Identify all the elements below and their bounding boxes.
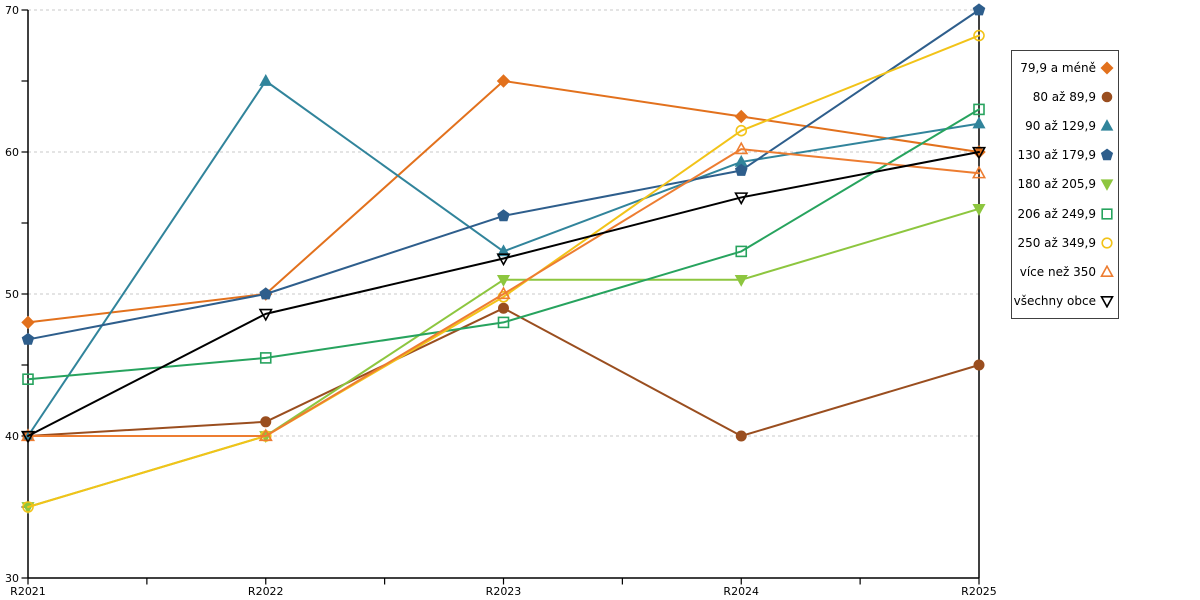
marker-pentagon-icon bbox=[1100, 148, 1114, 161]
marker-triangle-down-open-icon bbox=[20, 430, 36, 444]
x-axis-label: R2024 bbox=[723, 585, 759, 598]
marker-diamond-icon bbox=[734, 109, 748, 124]
marker-diamond-icon bbox=[496, 74, 511, 88]
marker-triangle-up-open-icon bbox=[1100, 265, 1114, 278]
series-line-7 bbox=[27, 148, 980, 437]
marker-pentagon-icon bbox=[21, 332, 35, 345]
marker-pentagon-icon bbox=[497, 209, 510, 222]
marker-diamond-icon bbox=[21, 315, 35, 330]
x-axis-label: R2021 bbox=[10, 585, 46, 598]
legend-marker-icon bbox=[1100, 119, 1114, 131]
legend-marker-icon bbox=[1100, 296, 1114, 309]
legend-marker-icon bbox=[1100, 148, 1114, 161]
legend-label: 90 až 129,9 bbox=[1025, 119, 1096, 134]
legend-label: 250 až 349,9 bbox=[1017, 235, 1096, 250]
marker-circle-icon bbox=[1101, 91, 1113, 103]
series-line-6 bbox=[27, 34, 980, 508]
marker-triangle-down-open-icon bbox=[971, 146, 987, 160]
marker-triangle-up-open-icon bbox=[971, 165, 987, 179]
marker-triangle-up-open-icon bbox=[734, 141, 749, 155]
y-axis-label: 70 bbox=[5, 4, 19, 17]
marker-square-open-icon bbox=[1101, 208, 1113, 220]
legend-item-5: 206 až 249,9 bbox=[1012, 199, 1118, 228]
marker-triangle-up-open-icon bbox=[496, 286, 511, 300]
legend-item-2: 90 až 129,9 bbox=[1012, 111, 1118, 140]
marker-square-open-icon bbox=[497, 316, 510, 329]
legend-item-1: 80 až 89,9 bbox=[1012, 82, 1118, 111]
marker-circle-open-icon bbox=[735, 124, 748, 137]
legend-label: více než 350 bbox=[1019, 265, 1096, 280]
marker-pentagon-icon bbox=[734, 163, 748, 176]
legend-label: 79,9 a méně bbox=[1020, 60, 1096, 75]
marker-triangle-down-open-icon bbox=[1100, 296, 1114, 309]
chart-legend: 79,9 a méně 80 až 89,9 90 až 129,9 130 až 1… bbox=[1011, 50, 1119, 319]
marker-circle-open-icon bbox=[1101, 237, 1113, 249]
marker-square-open-icon bbox=[259, 352, 272, 364]
y-axis-label: 50 bbox=[5, 288, 19, 301]
marker-pentagon-icon bbox=[259, 287, 273, 300]
marker-triangle-up-icon bbox=[1100, 119, 1114, 131]
marker-circle-icon bbox=[498, 302, 509, 314]
y-axis-label: 40 bbox=[5, 430, 19, 443]
marker-circle-icon bbox=[973, 359, 985, 371]
legend-label: 180 až 205,9 bbox=[1017, 177, 1096, 192]
marker-triangle-down-open-icon bbox=[258, 308, 273, 322]
legend-item-3: 130 až 179,9 bbox=[1012, 141, 1118, 170]
legend-item-7: více než 350 bbox=[1012, 258, 1118, 287]
marker-circle-icon bbox=[260, 416, 272, 428]
marker-triangle-down-icon bbox=[496, 274, 511, 287]
series-line-5 bbox=[27, 108, 980, 381]
marker-triangle-down-open-icon bbox=[734, 192, 749, 206]
series-line-3 bbox=[27, 9, 980, 341]
marker-triangle-down-open-icon bbox=[496, 253, 511, 267]
legend-marker-icon bbox=[1100, 179, 1114, 192]
marker-square-open-icon bbox=[735, 245, 748, 258]
legend-label: 206 až 249,9 bbox=[1017, 206, 1096, 221]
legend-marker-icon bbox=[1100, 61, 1114, 75]
x-axis-label: R2025 bbox=[961, 585, 997, 598]
series-line-8 bbox=[27, 151, 980, 437]
legend-marker-icon bbox=[1101, 237, 1113, 249]
marker-circle-open-icon bbox=[22, 501, 34, 513]
marker-triangle-down-icon bbox=[1100, 179, 1114, 192]
x-axis-label: R2022 bbox=[248, 585, 284, 598]
marker-square-open-icon bbox=[973, 103, 985, 116]
marker-square-open-icon bbox=[22, 373, 34, 386]
marker-triangle-up-icon bbox=[496, 244, 511, 257]
legend-item-0: 79,9 a méně bbox=[1012, 53, 1118, 82]
legend-item-6: 250 až 349,9 bbox=[1012, 228, 1118, 257]
y-axis-label: 60 bbox=[5, 146, 19, 159]
marker-triangle-up-icon bbox=[972, 116, 986, 129]
y-axis-label: 30 bbox=[5, 572, 19, 585]
marker-triangle-up-open-icon bbox=[258, 428, 273, 442]
marker-diamond-icon bbox=[1100, 61, 1114, 75]
legend-marker-icon bbox=[1101, 91, 1113, 103]
legend-label: 80 až 89,9 bbox=[1032, 89, 1096, 104]
marker-pentagon-icon bbox=[972, 3, 986, 16]
legend-marker-icon bbox=[1100, 265, 1114, 278]
legend-marker-icon bbox=[1101, 208, 1113, 220]
legend-item-4: 180 až 205,9 bbox=[1012, 170, 1118, 199]
legend-label: 130 až 179,9 bbox=[1017, 148, 1096, 163]
marker-triangle-up-icon bbox=[259, 73, 273, 86]
marker-circle-icon bbox=[735, 430, 747, 442]
marker-triangle-down-icon bbox=[734, 274, 748, 287]
marker-triangle-down-icon bbox=[972, 203, 986, 216]
legend-label: všechny obce bbox=[1013, 294, 1096, 309]
legend-item-8: všechny obce bbox=[1012, 287, 1118, 316]
marker-circle-open-icon bbox=[973, 29, 985, 42]
x-axis-label: R2023 bbox=[486, 585, 522, 598]
